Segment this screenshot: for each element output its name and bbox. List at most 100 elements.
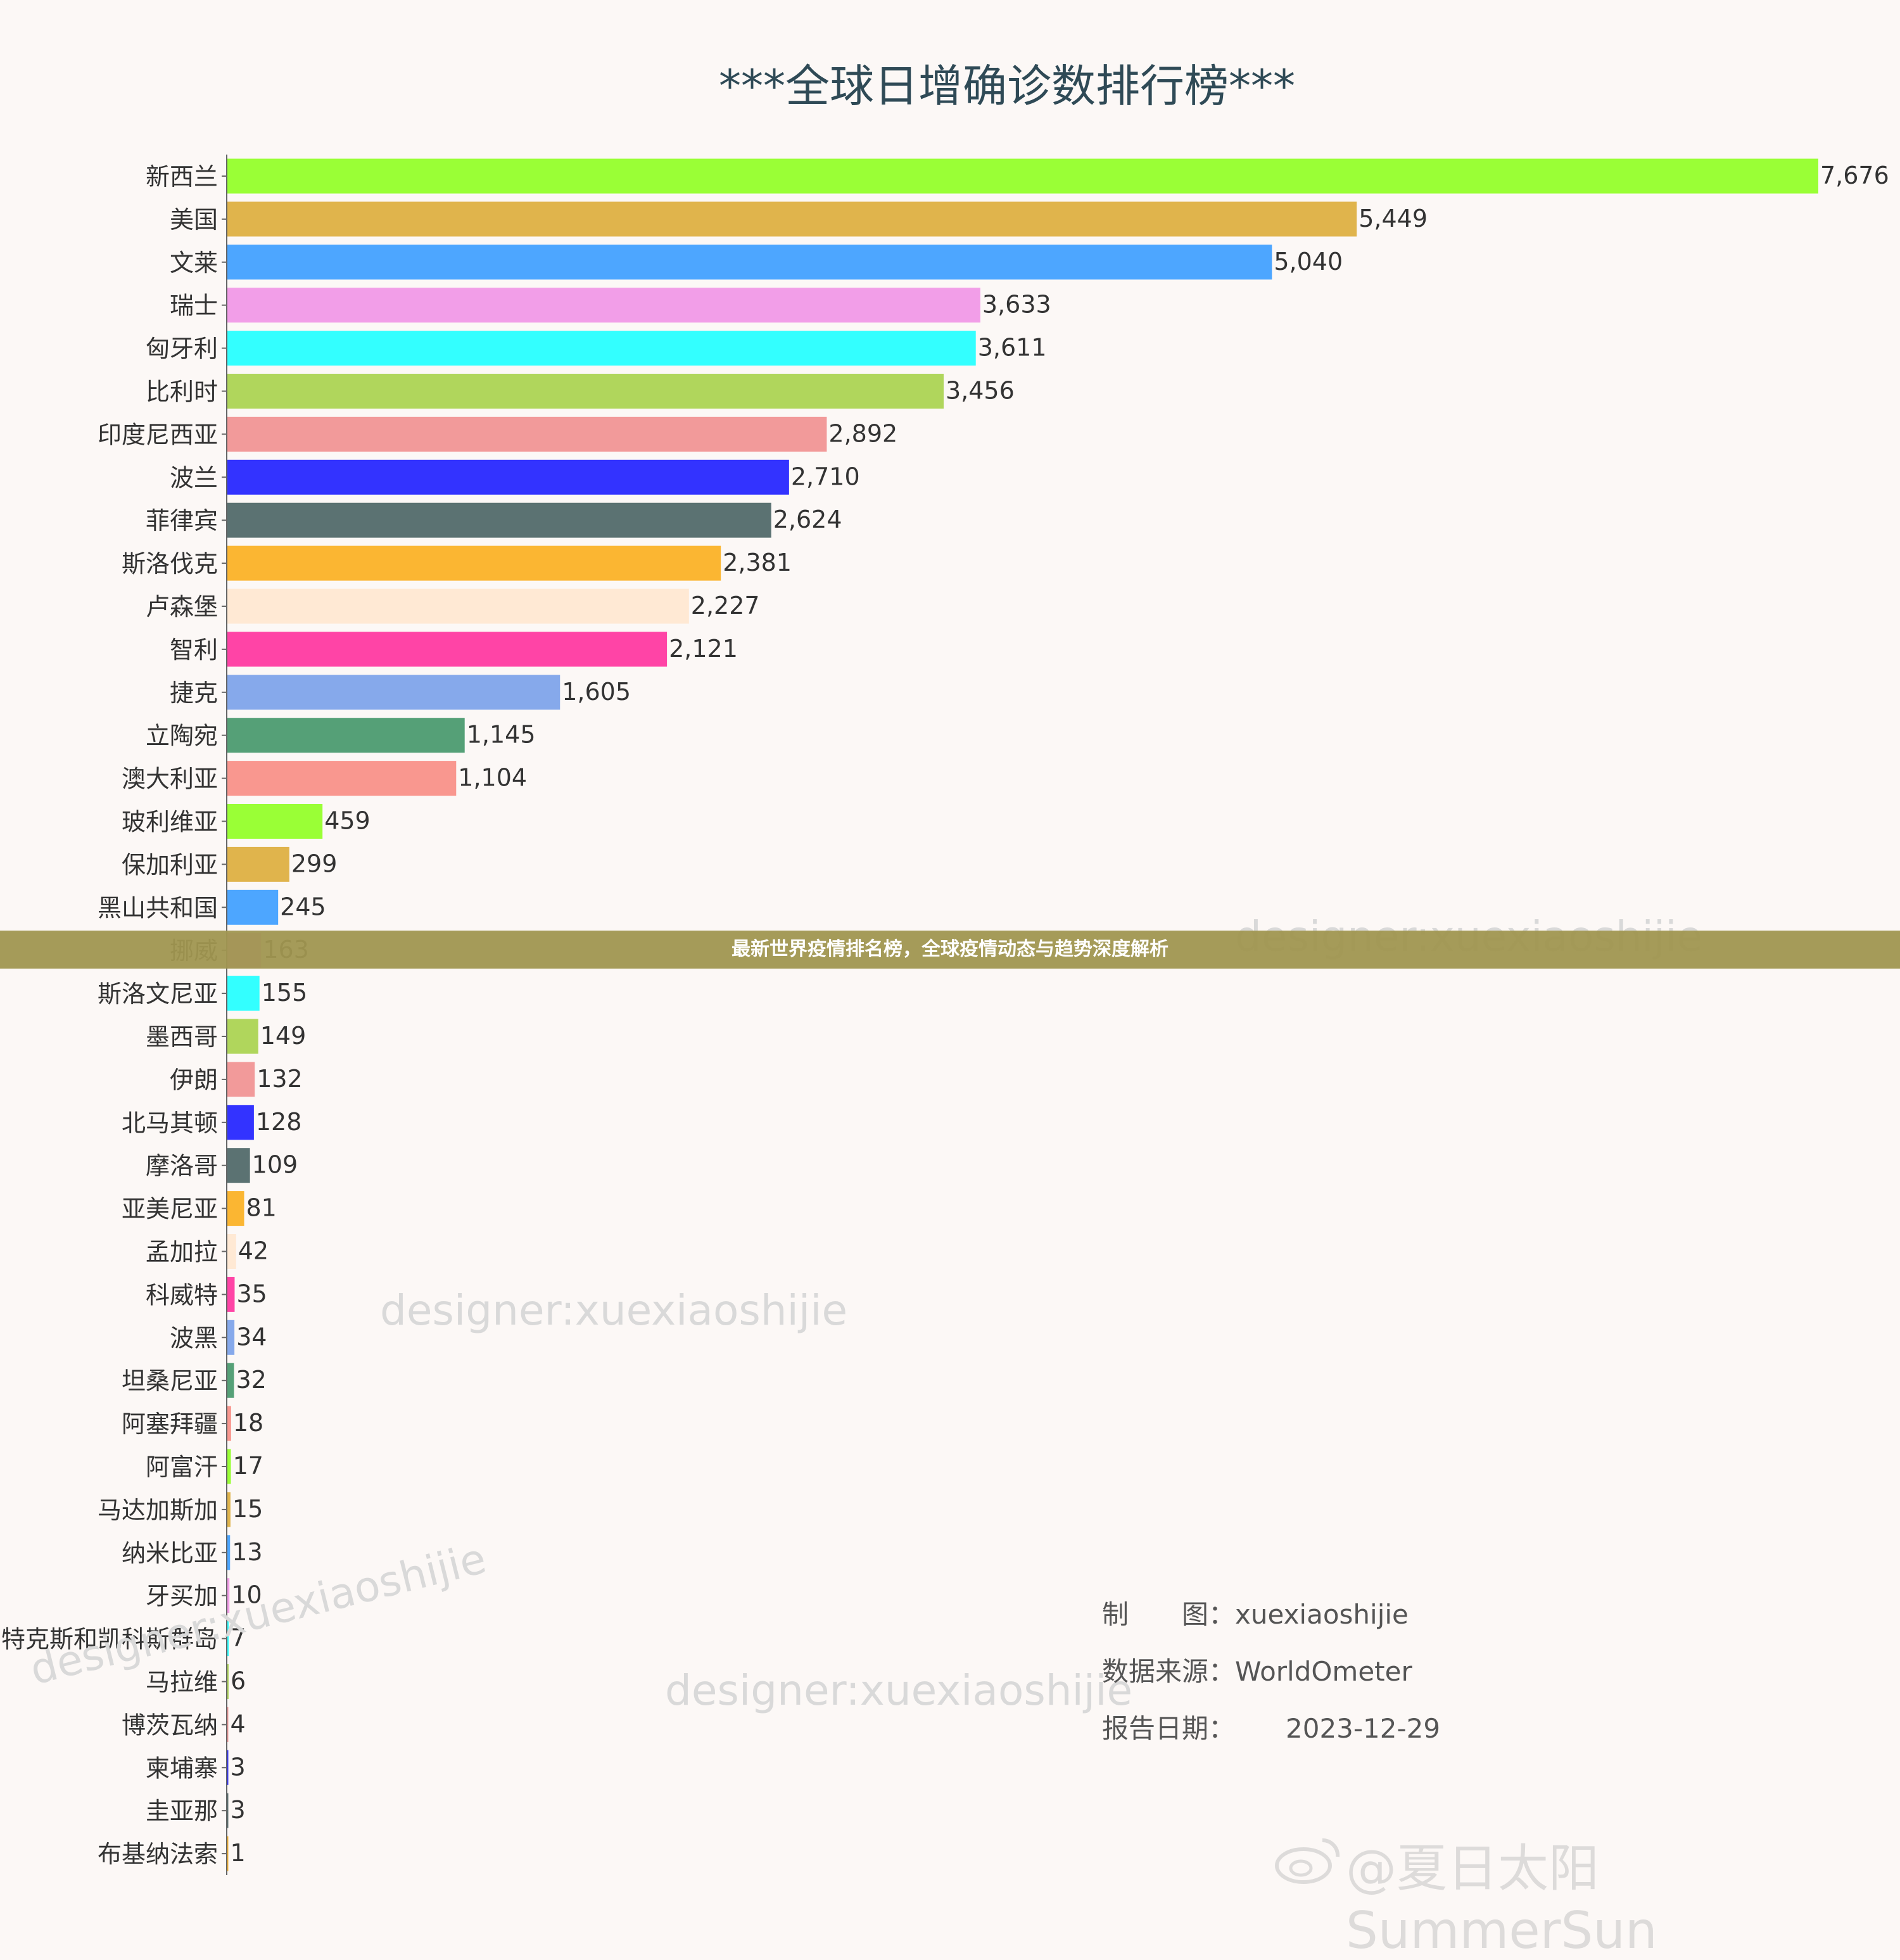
bar (227, 976, 260, 1011)
bar (227, 718, 465, 753)
bar (227, 889, 279, 925)
credit-maker-key: 制 图： (1102, 1599, 1236, 1630)
category-label: 圭亚那 (146, 1797, 218, 1825)
value-label: 132 (256, 1065, 303, 1093)
category-label: 阿富汗 (146, 1453, 218, 1481)
credit-maker-value: xuexiaoshijie (1235, 1599, 1409, 1630)
bar (227, 1019, 258, 1054)
value-label: 299 (291, 850, 338, 877)
credit-source: 数据来源：WorldOmeter (1102, 1650, 1412, 1689)
bar (227, 761, 457, 796)
value-label: 2,227 (691, 592, 760, 620)
caption-banner: 最新世界疫情排名榜，全球疫情动态与趋势深度解析 (0, 931, 1900, 969)
value-label: 128 (256, 1108, 302, 1136)
category-label: 纳米比亚 (122, 1539, 218, 1567)
bar (227, 1707, 229, 1742)
weibo-icon (1275, 1838, 1340, 1884)
value-label: 15 (232, 1495, 263, 1523)
category-label: 玻利维亚 (122, 808, 218, 836)
category-label: 博茨瓦纳 (122, 1711, 218, 1739)
category-label: 孟加拉 (146, 1238, 218, 1266)
chart-title: ***全球日增确诊数排行榜*** (719, 60, 1295, 112)
category-label: 卢森堡 (146, 593, 218, 621)
category-label: 美国 (170, 206, 218, 234)
bar (227, 804, 323, 839)
category-label: 波黑 (170, 1324, 218, 1352)
bar (227, 1793, 229, 1828)
bar (227, 1320, 235, 1355)
bar (227, 331, 976, 366)
bar (227, 416, 827, 452)
category-label: 智利 (170, 636, 218, 664)
category-label: 墨西哥 (146, 1023, 218, 1051)
value-label: 81 (246, 1194, 277, 1222)
category-label: 特克斯和凯科斯群岛 (1, 1626, 218, 1653)
bar (227, 589, 689, 624)
credit-source-value: WorldOmeter (1235, 1656, 1412, 1687)
value-label: 18 (233, 1409, 263, 1437)
value-label: 149 (260, 1022, 307, 1050)
credit-date-value: 2023-12-29 (1286, 1713, 1441, 1744)
credit-date-key: 报告日期： (1102, 1713, 1236, 1744)
value-label: 5,040 (1274, 248, 1343, 276)
category-label: 保加利亚 (122, 851, 218, 879)
value-label: 13 (232, 1538, 262, 1566)
category-label: 新西兰 (146, 163, 218, 191)
category-label: 立陶宛 (146, 722, 218, 750)
value-label: 3,633 (982, 291, 1051, 319)
value-label: 42 (238, 1237, 269, 1265)
category-label: 比利时 (146, 378, 218, 406)
category-label: 北马其顿 (122, 1109, 218, 1137)
category-label: 马达加斯加 (98, 1496, 218, 1524)
bar (227, 1062, 255, 1097)
bar (227, 1363, 234, 1398)
credit-maker: 制 图：xuexiaoshijie (1102, 1593, 1409, 1632)
bar (227, 1406, 231, 1441)
bar (227, 1105, 254, 1140)
value-label: 2,381 (723, 549, 792, 576)
category-label: 匈牙利 (146, 335, 218, 363)
bar (227, 1492, 231, 1527)
category-label: 捷克 (170, 679, 218, 707)
bar (227, 545, 721, 581)
category-label: 文莱 (170, 249, 218, 277)
category-label: 印度尼西亚 (98, 421, 218, 449)
category-label: 澳大利亚 (122, 765, 218, 793)
value-label: 34 (236, 1323, 267, 1351)
category-label: 伊朗 (170, 1066, 218, 1094)
bar (227, 374, 944, 409)
value-label: 3 (231, 1753, 246, 1781)
value-label: 32 (236, 1366, 266, 1394)
bar (227, 1621, 229, 1657)
category-label: 牙买加 (146, 1582, 218, 1610)
value-label: 1 (231, 1839, 246, 1867)
credit-source-key: 数据来源： (1102, 1656, 1236, 1687)
value-label: 2,121 (669, 635, 738, 663)
bar (227, 1191, 244, 1226)
value-label: 155 (262, 979, 308, 1007)
category-label: 阿塞拜疆 (122, 1410, 218, 1438)
value-label: 4 (231, 1710, 246, 1738)
category-label: 科威特 (146, 1281, 218, 1309)
bar (227, 1664, 229, 1699)
bar (227, 632, 668, 667)
bar (227, 245, 1272, 280)
bar (227, 502, 771, 538)
category-label: 亚美尼亚 (122, 1195, 218, 1223)
category-label: 波兰 (170, 464, 218, 492)
value-label: 5,449 (1358, 205, 1428, 232)
value-label: 109 (252, 1151, 298, 1179)
category-label: 瑞士 (170, 292, 218, 320)
value-label: 7,676 (1820, 162, 1889, 189)
bar (227, 201, 1357, 237)
value-label: 3 (231, 1796, 246, 1824)
category-label: 马拉维 (146, 1669, 218, 1696)
category-label: 斯洛文尼亚 (98, 980, 218, 1008)
bar (227, 1836, 229, 1871)
category-label: 摩洛哥 (146, 1152, 218, 1180)
watermark: designer:xuexiaoshijie (380, 1286, 848, 1335)
bar (227, 1276, 235, 1312)
bar (227, 1148, 250, 1183)
bar (227, 1234, 236, 1269)
bar (227, 1578, 230, 1613)
